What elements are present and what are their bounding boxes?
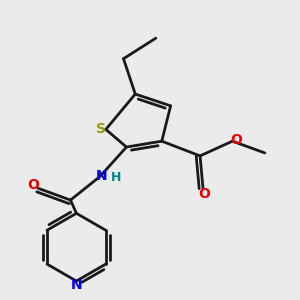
Text: N: N bbox=[70, 278, 82, 292]
Text: O: O bbox=[27, 178, 39, 192]
Text: H: H bbox=[111, 172, 121, 184]
Text: O: O bbox=[199, 187, 210, 201]
Text: S: S bbox=[95, 122, 106, 136]
Text: O: O bbox=[230, 133, 242, 147]
Text: N: N bbox=[96, 169, 107, 184]
